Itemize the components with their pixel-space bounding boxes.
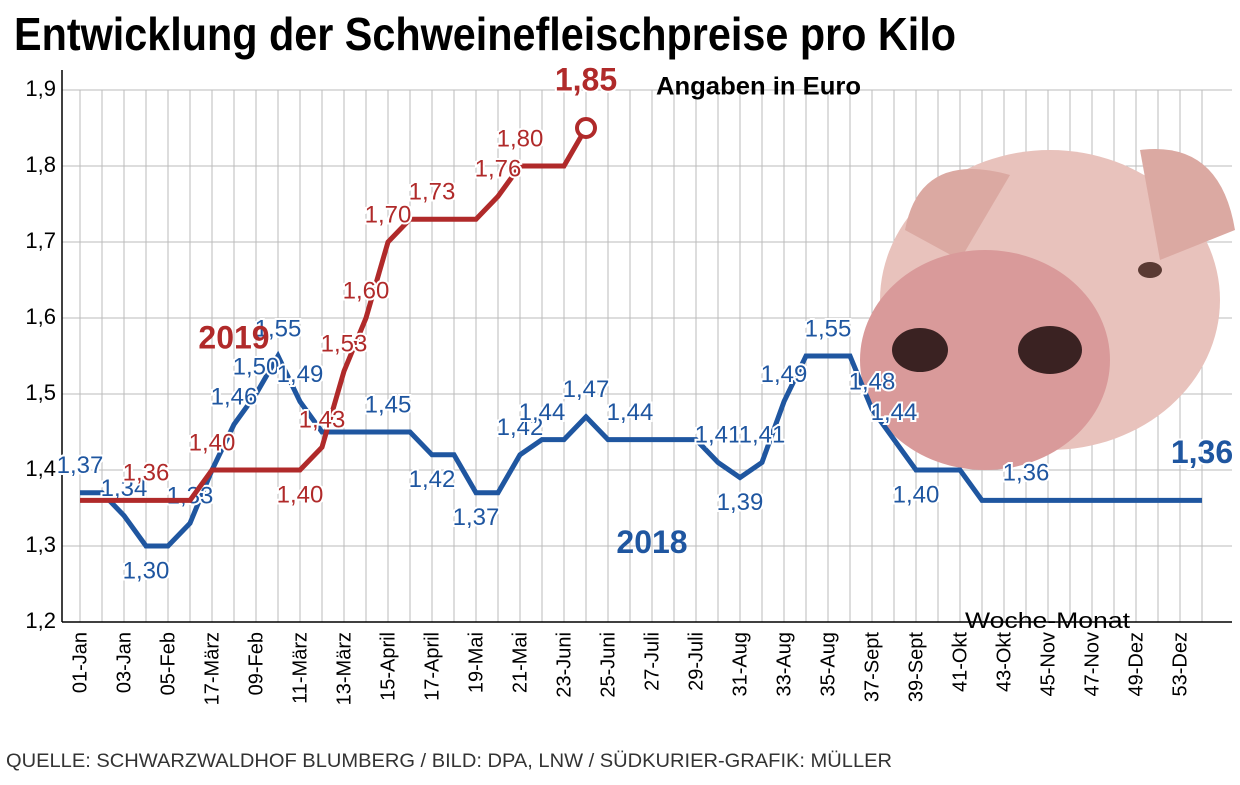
x-tick-label: 17-April [421,632,443,701]
x-tick-label: 19-Mai [465,632,487,693]
y-tick-label: 1,5 [25,380,56,405]
x-tick-label: 17-März [201,632,223,705]
x-tick-label: 29-Juli [685,632,707,691]
line-series [80,350,1202,549]
x-tick-label: 25-Juni [597,632,619,698]
data-label: 1,60 [343,277,390,304]
x-tick-label: 43-Okt [993,632,1015,692]
y-tick-label: 1,2 [25,608,56,633]
data-label: 1,55 [255,315,302,342]
data-label: 1,85 [555,61,617,97]
x-tick-label: 31-Aug [729,632,751,697]
y-tick-label: 1,3 [25,532,56,557]
x-tick-label: 49-Dez [1125,632,1147,696]
series-label: 2018 [616,524,687,560]
data-label: 1,49 [277,361,324,388]
x-tick-label: 45-Nov [1037,632,1059,696]
data-label: 1,76 [475,156,522,183]
data-label: 1,41 [739,422,786,449]
x-tick-label: 11-März [289,632,311,704]
x-tick-label: 35-Aug [817,632,839,697]
data-label: 1,42 [409,466,456,493]
data-label: 1,49 [761,361,808,388]
x-tick-label: 21-Mai [509,632,531,693]
data-label: 1,73 [409,179,456,206]
x-tick-label: 27-Juli [641,632,663,691]
end-marker [575,117,597,139]
data-label: 1,70 [365,201,412,228]
data-label: 1,40 [277,481,324,508]
data-label: 1,50 [233,353,280,380]
data-label: 1,37 [57,452,104,479]
line-series [80,126,589,503]
x-tick-label: 37-Sept [861,632,883,702]
x-tick-label: 47-Nov [1081,632,1103,696]
data-label: 1,33 [167,483,214,510]
data-label: 1,43 [299,407,346,434]
data-layer: 20181,371,341,301,331,461,501,551,491,45… [55,59,1236,586]
data-label: 1,55 [805,315,852,342]
data-label: 1,47 [563,376,610,403]
y-tick-label: 1,6 [25,304,56,329]
x-tick-label: 13-März [333,632,355,705]
chart-title: Entwicklung der Schweinefleischpreise pr… [14,8,956,60]
x-tick-label: 01-Jan [69,632,91,693]
data-label: 1,42 [497,414,544,441]
y-tick-label: 1,7 [25,228,56,253]
x-tick-label: 33-Aug [773,632,795,697]
data-label: 1,44 [607,399,654,426]
y-tick-label: 1,4 [25,456,56,481]
x-tick-label: 53-Dez [1169,632,1191,696]
data-label: 1,40 [893,481,940,508]
x-axis-label: Woche-Monat [965,608,1130,633]
y-tick-label: 1,9 [25,76,56,101]
data-label: 1,39 [717,489,764,516]
x-tick-label: 41-Okt [949,632,971,692]
data-label: 1,40 [189,429,236,456]
source: QUELLE: SCHWARZWALDHOF BLUMBERG / BILD: … [6,751,892,772]
x-tick-label: 15-April [377,632,399,701]
x-tick-label: 05-Feb [157,632,179,695]
pig-illustration [860,149,1235,470]
data-label: 1,80 [497,125,544,152]
x-tick-label: 09-Feb [245,632,267,695]
x-tick-label: 23-Juni [553,632,575,698]
data-label: 1,36 [1003,460,1050,487]
x-tick-label: 03-Jan [113,632,135,693]
y-tick-label: 1,8 [25,152,56,177]
data-label: 1,44 [871,399,918,426]
data-label: 1,53 [321,331,368,358]
subtitle: Angaben in Euro [656,73,861,101]
data-label: 1,48 [849,369,896,396]
x-tick-label: 39-Sept [905,632,927,702]
data-label: 1,36 [123,460,170,487]
data-label: 1,30 [123,557,170,584]
data-label: 1,41 [695,422,742,449]
data-label: 1,36 [1171,434,1233,470]
data-label: 1,37 [453,504,500,531]
data-label: 1,46 [211,384,258,411]
data-label: 1,44 [519,399,566,426]
series-label: 2019 [198,319,269,355]
data-label: 1,45 [365,391,412,418]
